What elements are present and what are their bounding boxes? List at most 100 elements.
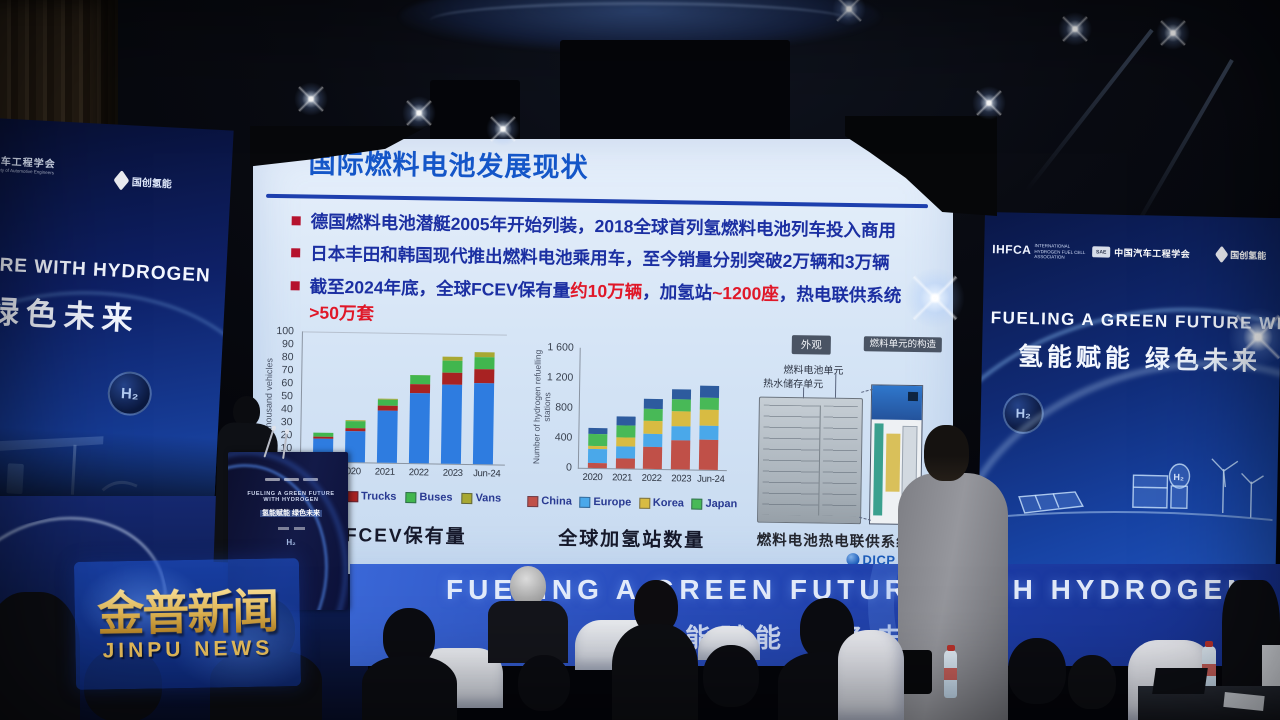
bar-segment-europe: [615, 445, 635, 459]
bar-segment-trucks: [409, 384, 431, 394]
x-tick: 2020: [582, 471, 603, 484]
audience-member: [0, 592, 80, 720]
y-tick: 100: [276, 324, 295, 338]
y-tick: 90: [281, 338, 294, 351]
podium-logos: [246, 478, 336, 481]
legend-swatch: [405, 491, 417, 503]
bar-2021: [376, 398, 398, 463]
stage-light: [1058, 12, 1092, 46]
guochuang-logo: 国创氢能: [113, 169, 173, 191]
left-side-screen: 汽车工程学会 Society of Automotive Engineers 国…: [0, 118, 234, 523]
legend-swatch: [461, 492, 473, 504]
plot-area: [299, 331, 507, 466]
bar-2023: [440, 357, 463, 464]
bar-segment-trucks: [442, 372, 463, 385]
y-tick: 400: [554, 431, 573, 444]
bar-segment-china: [615, 458, 635, 469]
podium-headline-cn-text: 氢能赋能 绿色未来: [260, 510, 322, 517]
chp-cabinet-drawing: [757, 396, 863, 525]
x-tick: Jun-24: [473, 468, 501, 480]
figure-caption: 燃料电池热电联供系统: [756, 532, 912, 551]
guochuang-logo-text: 国创氢能: [131, 177, 173, 191]
podium-headline-cn: 氢能赋能 绿色未来: [246, 508, 336, 518]
podium-h2-mark: H₂: [286, 537, 296, 547]
legend-item: China: [527, 495, 572, 508]
bar-segment-cars: [376, 410, 398, 463]
legend-label: Vans: [475, 492, 502, 505]
legend-label: Europe: [593, 495, 632, 509]
right-screen-subheadline: 氢能赋能 绿色未来: [1017, 342, 1262, 376]
bar-segment-others: [644, 399, 664, 410]
x-tick: 2021: [374, 466, 395, 478]
stage-light: [1156, 16, 1190, 50]
legend-label: Korea: [652, 496, 685, 510]
ihfca-logo-text: IHFCA: [992, 242, 1032, 257]
audience-member: [518, 655, 570, 711]
slide-bullets: 德国燃料电池潜艇2005年开始列装，2018全球首列氢燃料电池列车投入商用 日本丰…: [290, 208, 932, 341]
figure-tag-exterior: 外观: [791, 335, 831, 355]
bar-Jun-24: [472, 352, 495, 465]
right-screen-logos: IHFCA INTERNATIONAL HYDROGEN FUEL CELL A…: [984, 242, 1280, 264]
bar-segment-others: [700, 385, 720, 398]
right-side-screen: IHFCA INTERNATIONAL HYDROGEN FUEL CELL A…: [976, 212, 1280, 611]
water-bottle: [944, 645, 957, 698]
cutaway-vent: [907, 391, 919, 402]
h2-badge-text: H₂: [1015, 405, 1032, 422]
x-tick: 2021: [612, 472, 633, 484]
bullet-marker: [291, 216, 301, 226]
y-tick: 50: [281, 390, 294, 403]
left-screen-headline: TURE WITH HYDROGEN: [0, 253, 212, 287]
bar-segment-buses: [442, 360, 463, 373]
bar-segment-japan: [699, 397, 720, 410]
chart-legend: China Europe Korea Japan: [527, 495, 737, 510]
stage-light: [972, 86, 1006, 120]
sae-badge-icon: SAE: [1092, 246, 1111, 258]
watermark-subtitle: JINPU NEWS: [102, 636, 274, 663]
plot-area: [577, 347, 729, 472]
bullet-text: 德国燃料电池潜艇2005年开始列装，2018全球首列氢燃料电池列车投入商用: [310, 211, 897, 241]
bullet-item: 日本丰田和韩国现代推出燃料电池乘用车，至今销量分别突破2万辆和3万辆: [291, 240, 931, 276]
legend-item: Vans: [461, 492, 501, 505]
y-axis: 0 400 800 1 200 1 600: [538, 341, 576, 473]
left-screen-subheadline: 绿色未来: [0, 294, 141, 337]
bar-segment-china: [671, 439, 691, 470]
legend-item: Korea: [638, 496, 685, 510]
x-tick: 2023: [442, 467, 463, 479]
presentation-screen: 国际燃料电池发展现状 德国燃料电池潜艇2005年开始列装，2018全球首列氢燃料…: [253, 139, 953, 574]
bar-segment-others: [672, 388, 692, 400]
bar-segment-trucks: [474, 369, 495, 384]
audience-member: [362, 656, 457, 720]
bar-segment-china: [698, 439, 719, 470]
legend-swatch: [527, 495, 539, 507]
y-tick: 70: [281, 364, 294, 377]
audience-member: [1008, 638, 1066, 704]
bar-segment-cars: [440, 384, 463, 464]
standing-observer-head: [924, 425, 969, 481]
x-axis: 2020 2021 2022 2023 Jun-24: [578, 472, 726, 485]
guochuang-diamond-icon: [1214, 245, 1229, 264]
bar-segment-others: [616, 415, 636, 426]
bar-Jun-24: [698, 385, 720, 470]
y-tick: 0: [565, 461, 572, 474]
bar-segment-korea: [671, 411, 692, 427]
hydrogen-stations-chart: Number of hydrogen refuelling stations 0…: [527, 327, 737, 574]
podium-headline-1: FUELING A GREEN FUTURE: [247, 491, 335, 497]
y-tick: 30: [280, 416, 293, 429]
y-tick: 1 600: [547, 341, 574, 354]
bar-segment-buses: [410, 375, 431, 385]
bar-segment-cars: [408, 392, 430, 464]
banner-headline: FUELING A GREEN FUTURE WITH HYDROGEN: [446, 574, 1253, 605]
news-watermark: 金普新闻 JINPU NEWS: [73, 558, 302, 690]
bar-2022: [643, 399, 664, 470]
audience-member: [612, 624, 698, 720]
bar-segment-europe: [699, 425, 719, 440]
bullet-marker: [290, 280, 300, 290]
bullet-text: 日本丰田和韩国现代推出燃料电池乘用车，至今销量分别突破2万辆和3万辆: [310, 243, 890, 273]
bar-segment-europe: [587, 449, 607, 463]
bullet-marker: [291, 248, 301, 258]
legend-label: Buses: [419, 491, 453, 504]
slide-title-rule: [266, 193, 929, 209]
cutaway-stack: [873, 423, 884, 516]
cutaway-header: [871, 385, 923, 421]
sae-logo-text: 中国汽车工程学会: [1114, 247, 1191, 260]
